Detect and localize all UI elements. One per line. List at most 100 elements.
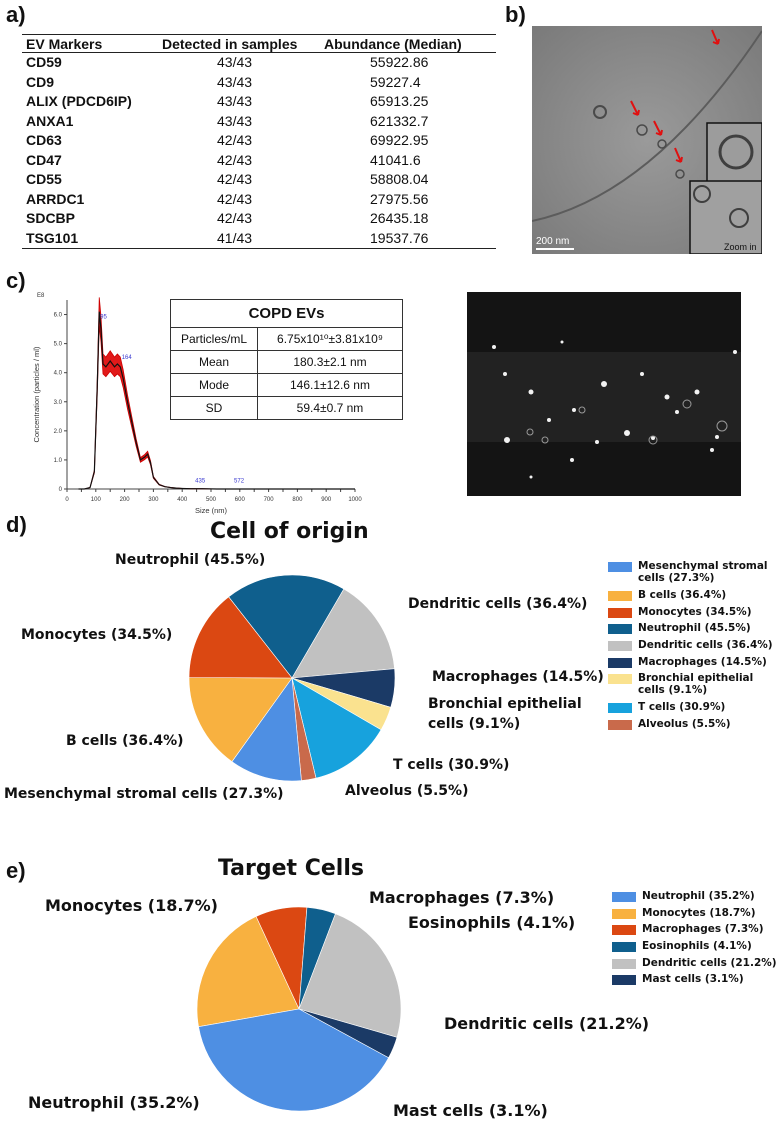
legend-swatch (608, 607, 632, 618)
nta-size-distribution-chart: 0 100 200 300 400 500 600 700 800 900 1000 0 1.0 2.0 3… (32, 293, 362, 515)
table-row: Mean 180.3±2.1 nm (170, 350, 403, 374)
target-cells-title: Target Cells (218, 856, 364, 881)
abundance-value: 55922.86 (370, 54, 429, 70)
table-row: ANXA1 43/43 621332.7 (22, 112, 496, 132)
pie-d-label-monocytes: Monocytes (34.5%) (21, 627, 173, 643)
pie-e-label-monocytes: Monocytes (18.7%) (45, 896, 218, 915)
x-tick-label: 400 (177, 497, 188, 503)
marker-name: ANXA1 (26, 112, 74, 129)
header-abundance: Abundance (Median) (324, 36, 462, 52)
legend-swatch (612, 908, 636, 919)
pie-e-label-dendritic: Dendritic cells (21.2%) (444, 1014, 650, 1033)
legend-label: Mast cells (3.1%) (642, 973, 744, 986)
marker-name: SDCBP (26, 210, 76, 226)
table-cell: 180.3±2.1 nm (257, 350, 403, 374)
detected-count: 42/43 (217, 132, 253, 148)
table-row: CD63 42/43 69922.95 (22, 131, 496, 151)
legend-item: Dendritic cells (36.4%) (608, 639, 783, 656)
legend-item: T cells (30.9%) (608, 701, 783, 718)
detected-count: 42/43 (217, 171, 253, 187)
pie-e-label-neutrophil: Neutrophil (35.2%) (28, 1093, 200, 1112)
legend-label: Mesenchymal stromal cells (27.3%) (638, 560, 768, 584)
pie-d-label-dendritic: Dendritic cells (36.4%) (408, 596, 588, 612)
peak-label: 435 (195, 479, 206, 485)
table-row: Particles/mL 6.75x10¹⁰±3.81x10⁹ (170, 327, 403, 351)
peak-label: 572 (234, 479, 245, 485)
table-cell: Particles/mL (170, 327, 258, 351)
abundance-value: 69922.95 (370, 132, 429, 148)
pie-e-label-mast: Mast cells (3.1%) (393, 1101, 548, 1120)
zoom-in-label: Zoom in (724, 242, 757, 252)
abundance-value: 41041.6 (370, 151, 421, 168)
legend-swatch (608, 641, 632, 652)
pie-slice (298, 913, 402, 1038)
ev-markers-table: EV Markers Detected in samples Abundance… (22, 34, 496, 249)
legend-label: Dendritic cells (21.2%) (642, 956, 777, 969)
copd-evs-table: COPD EVs Particles/mL 6.75x10¹⁰±3.81x10⁹ … (170, 299, 403, 420)
x-tick-label: 200 (120, 497, 131, 503)
table-row: Mode 146.1±12.6 nm (170, 373, 403, 397)
pie-slice (188, 677, 293, 763)
peak-label: 95 (100, 314, 107, 320)
table-header: EV Markers Detected in samples Abundance… (22, 34, 496, 53)
x-tick-label: 0 (65, 497, 69, 503)
panel-label-b: b) (505, 2, 526, 27)
table-row: ALIX (PDCD6IP) 43/43 65913.25 (22, 92, 496, 112)
x-tick-label: 900 (321, 497, 332, 503)
legend-swatch (608, 703, 632, 714)
x-tick-label: 1000 (348, 497, 362, 503)
x-tick-label: 600 (235, 497, 246, 503)
table-row: CD9 43/43 59227.4 (22, 73, 496, 93)
table-cell: 59.4±0.7 nm (257, 396, 403, 420)
y-tick-label: 2.0 (54, 429, 63, 435)
marker-name: CD9 (26, 73, 55, 90)
legend-label: Bronchial epithelial cells (9.1%) (638, 672, 754, 697)
legend-swatch (612, 942, 636, 953)
pie-d-label-mesenchymal: Mesenchymal stromal cells (27.3%) (4, 786, 284, 802)
legend-item: Eosinophils (4.1%) (612, 940, 780, 957)
cell-of-origin-title: Cell of origin (210, 519, 369, 544)
table-cell: Mode (170, 373, 258, 397)
x-axis-label: Size (nm) (195, 506, 228, 515)
marker-name: ALIX (PDCD6IP) (26, 93, 132, 109)
pie-slice (198, 1008, 389, 1112)
pie-d-label-b-cells: B cells (36.4%) (66, 733, 184, 749)
abundance-value: 27975.56 (370, 190, 429, 207)
abundance-value: 26435.18 (370, 210, 429, 226)
legend-swatch (608, 674, 632, 685)
pie-e-label-eosinophils: Eosinophils (4.1%) (408, 913, 576, 932)
legend-label: Alveolus (5.5%) (638, 718, 731, 731)
pie-slice (228, 574, 345, 679)
legend-label: Eosinophils (4.1%) (642, 940, 752, 953)
marker-name: TSG101 (26, 229, 79, 246)
panel-label-a: a) (6, 2, 26, 27)
legend-swatch (608, 624, 632, 635)
detected-count: 43/43 (217, 112, 253, 129)
table-cell: SD (170, 396, 258, 420)
y-tick-label: 1.0 (54, 458, 63, 464)
header-detected: Detected in samples (162, 36, 298, 52)
micrograph-drawing (532, 26, 762, 254)
pie-slice (291, 588, 395, 679)
table-row: SD 59.4±0.7 nm (170, 396, 403, 420)
legend-item: Macrophages (7.3%) (612, 923, 780, 940)
legend-swatch (612, 892, 636, 902)
table-row: SDCBP 42/43 26435.18 (22, 209, 496, 229)
panel-label-d: d) (6, 512, 27, 537)
header-ev-markers: EV Markers (26, 36, 103, 52)
legend-item: Macrophages (14.5%) (608, 656, 783, 673)
error-band (78, 297, 355, 490)
legend-swatch (612, 958, 636, 969)
pie-e-label-macrophages: Macrophages (7.3%) (369, 888, 555, 907)
pie-slice (188, 596, 293, 679)
panel-label-c: c) (6, 268, 26, 293)
y-tick-label: 6.0 (54, 313, 63, 319)
legend-item: Bronchial epithelial cells (9.1%) (608, 672, 783, 701)
abundance-value: 65913.25 (370, 93, 429, 109)
y-tick-label: 0 (59, 487, 63, 493)
legend-item: Alveolus (5.5%) (608, 718, 783, 735)
cryo-em-micrograph: 200 nm Zoom in (532, 26, 762, 254)
legend-label: Dendritic cells (36.4%) (638, 639, 773, 652)
x-tick-label: 500 (206, 497, 217, 503)
abundance-value: 58808.04 (370, 171, 429, 187)
